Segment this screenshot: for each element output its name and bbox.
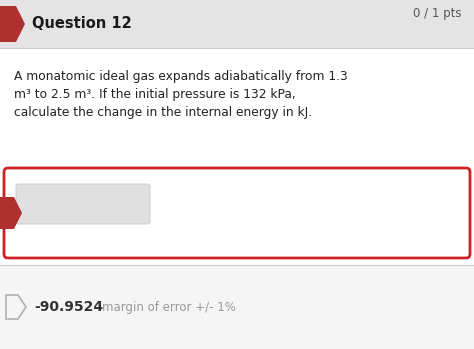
Bar	[0, 265, 474, 349]
Text: margin of error +/- 1%: margin of error +/- 1%	[102, 300, 236, 313]
Bar	[0, 48, 474, 265]
FancyBboxPatch shape	[16, 184, 150, 224]
Text: Question 12: Question 12	[32, 16, 132, 31]
Polygon shape	[0, 6, 25, 42]
Text: calculate the change in the internal energy in kJ.: calculate the change in the internal ene…	[14, 106, 312, 119]
Polygon shape	[6, 295, 26, 319]
Text: 0 / 1 pts: 0 / 1 pts	[413, 7, 462, 21]
Text: -90.9524: -90.9524	[34, 300, 103, 314]
Text: A monatomic ideal gas expands adiabatically from 1.3: A monatomic ideal gas expands adiabatica…	[14, 70, 348, 83]
FancyBboxPatch shape	[4, 168, 470, 258]
Text: m³ to 2.5 m³. If the initial pressure is 132 kPa,: m³ to 2.5 m³. If the initial pressure is…	[14, 88, 296, 101]
Bar	[0, 0, 474, 48]
Polygon shape	[0, 197, 22, 229]
